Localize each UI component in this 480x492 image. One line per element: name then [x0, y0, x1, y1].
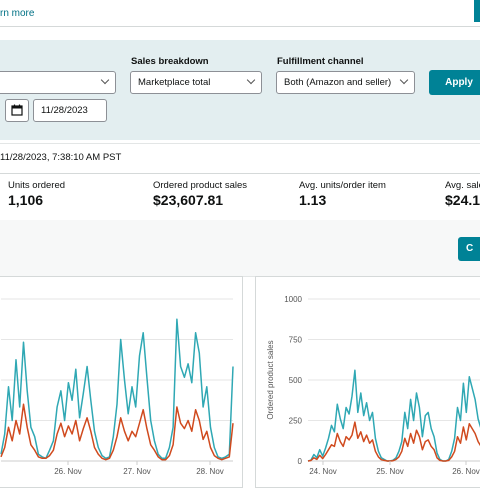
fulfillment-channel-label: Fulfillment channel — [277, 56, 364, 67]
y-tick-label: 0 — [298, 457, 303, 466]
y-tick-label: 1000 — [284, 295, 302, 304]
metric-label: Avg. units/order item — [299, 180, 386, 191]
learn-more-link[interactable]: rn more — [0, 8, 35, 19]
calendar-button[interactable] — [5, 99, 29, 122]
metric-value: 1,106 — [8, 192, 44, 208]
y-tick-label: 750 — [289, 336, 303, 345]
metric-value: $23,607.81 — [153, 192, 224, 208]
x-tick-label: 25. Nov — [376, 467, 404, 476]
banner-action-button-edge[interactable] — [474, 0, 480, 22]
metric-label: Ordered product sales — [153, 180, 247, 191]
sales-breakdown-value: Marketplace total — [138, 77, 211, 88]
metric-label: Units ordered — [8, 180, 66, 191]
last-updated-timestamp: 11/28/2023, 7:38:10 AM PST — [0, 152, 122, 163]
y-tick-label: 250 — [289, 417, 303, 426]
apply-button[interactable]: Apply — [429, 70, 480, 95]
series-line — [0, 403, 234, 461]
chevron-down-icon — [246, 75, 256, 85]
metric-label: Avg. sale — [445, 180, 480, 191]
series-line — [307, 369, 480, 462]
metric-value: $24.1 — [445, 192, 480, 208]
end-date-value: 11/28/2023 — [41, 105, 88, 116]
ordered-product-sales-chart[interactable]: 0 250 500 750 1000 24. Nov 25. Nov 26. Nov Order… — [256, 277, 480, 487]
series-line — [307, 421, 480, 462]
y-tick-label: 500 — [289, 376, 303, 385]
ordered-product-sales-chart-card: 0 250 500 750 1000 24. Nov 25. Nov 26. Nov Order… — [255, 276, 480, 488]
info-banner — [0, 0, 480, 27]
sales-breakdown-select[interactable]: Marketplace total — [130, 71, 262, 94]
metric-value: 1.13 — [299, 192, 327, 208]
x-tick-label: 26. Nov — [54, 467, 82, 476]
chart-toolbar — [0, 220, 480, 277]
series-line — [0, 318, 234, 460]
units-ordered-chart[interactable]: 26. Nov 27. Nov 28. Nov — [0, 277, 242, 487]
x-tick-label: 24. Nov — [309, 467, 337, 476]
fulfillment-channel-value: Both (Amazon and seller) — [284, 77, 392, 88]
x-tick-label: 27. Nov — [123, 467, 151, 476]
end-date-input[interactable]: 11/28/2023 — [33, 99, 107, 122]
chart-toolbar-button[interactable]: C — [458, 237, 480, 261]
sales-breakdown-label: Sales breakdown — [131, 56, 209, 67]
chevron-down-icon — [399, 75, 409, 85]
units-ordered-chart-card: 26. Nov 27. Nov 28. Nov — [0, 276, 243, 488]
date-range-select[interactable] — [0, 71, 116, 94]
chevron-down-icon — [100, 75, 110, 85]
metrics-bar — [0, 173, 480, 221]
y-axis-label: Ordered product sales — [266, 340, 275, 419]
calendar-icon — [11, 104, 23, 116]
x-tick-label: 28. Nov — [196, 467, 224, 476]
fulfillment-channel-select[interactable]: Both (Amazon and seller) — [276, 71, 415, 94]
x-tick-label: 26. Nov — [452, 467, 480, 476]
timestamp-bar — [0, 143, 480, 174]
